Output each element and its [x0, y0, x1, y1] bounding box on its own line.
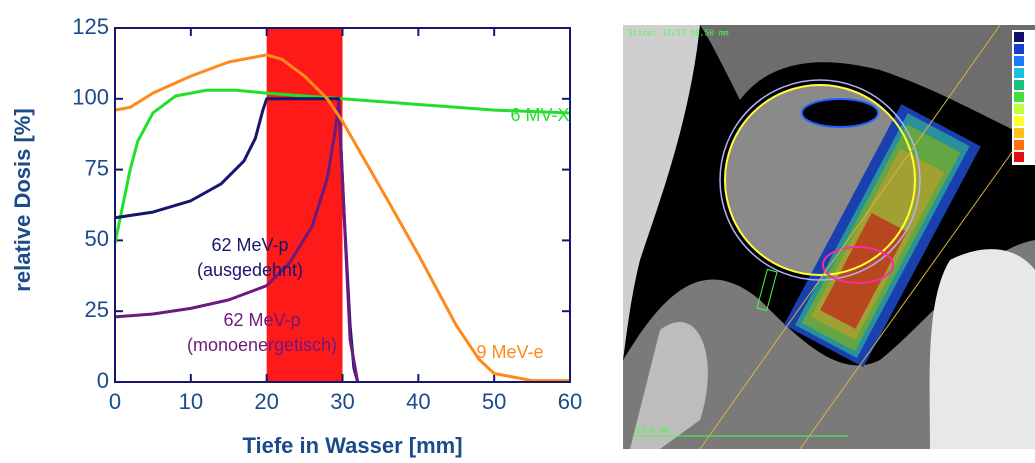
y-tick-label: 75 — [85, 155, 109, 180]
y-tick-label: 125 — [72, 14, 109, 39]
swatch — [1014, 140, 1024, 150]
dose-chart: 0 10 20 30 40 50 60 0 25 50 75 100 125 6 MV-X 62 MeV-p… — [10, 14, 600, 458]
series-label: 62 MeV-p (ausgedehnt) — [180, 232, 320, 284]
x-tick-label: 10 — [179, 389, 203, 414]
slice-label: Slice: 17/17 — [628, 29, 686, 38]
x-tick-label: 40 — [406, 389, 430, 414]
swatch — [1014, 152, 1024, 162]
swatch — [1014, 56, 1024, 66]
swatch — [1014, 92, 1024, 102]
series-label-text: 62 MeV-p (monoenergetisch) — [167, 307, 357, 359]
lens — [802, 99, 878, 127]
series-label-text: 9 MeV-e — [450, 326, 570, 378]
swatch — [1014, 32, 1024, 42]
x-tick-label: 0 — [109, 389, 121, 414]
ct-image: Slice: 17/17 16,50 mm 25,0 mm — [623, 25, 1035, 449]
x-tick-label: 20 — [254, 389, 278, 414]
series-label: 62 MeV-p (monoenergetisch) — [167, 307, 357, 359]
x-tick-label: 30 — [330, 389, 354, 414]
swatch — [1014, 104, 1024, 114]
x-tick-label: 60 — [558, 389, 582, 414]
y-axis-title: relative Dosis [%] — [10, 108, 35, 291]
thickness-label: 16,50 mm — [690, 29, 729, 38]
series-label: 9 MeV-e — [450, 326, 570, 378]
y-tick-label: 25 — [85, 297, 109, 322]
swatch — [1014, 68, 1024, 78]
bone — [930, 249, 1035, 449]
swatch — [1014, 128, 1024, 138]
series-label: 6 MV-X — [480, 89, 600, 141]
y-tick-label: 100 — [72, 85, 109, 110]
scale-label: 25,0 mm — [636, 426, 670, 435]
swatch — [1014, 80, 1024, 90]
y-tick-label: 0 — [97, 368, 109, 393]
x-tick-label: 50 — [482, 389, 506, 414]
series-label-text: 62 MeV-p (ausgedehnt) — [180, 232, 320, 284]
series-label-text: 6 MV-X — [480, 89, 600, 141]
x-axis-title: Tiefe in Wasser [mm] — [242, 433, 462, 458]
color-bar — [1012, 30, 1035, 165]
swatch — [1014, 44, 1024, 54]
figure: 0 10 20 30 40 50 60 0 25 50 75 100 125 6 MV-X 62 MeV-p… — [0, 0, 1035, 463]
swatch — [1014, 116, 1024, 126]
y-tick-label: 50 — [85, 226, 109, 251]
